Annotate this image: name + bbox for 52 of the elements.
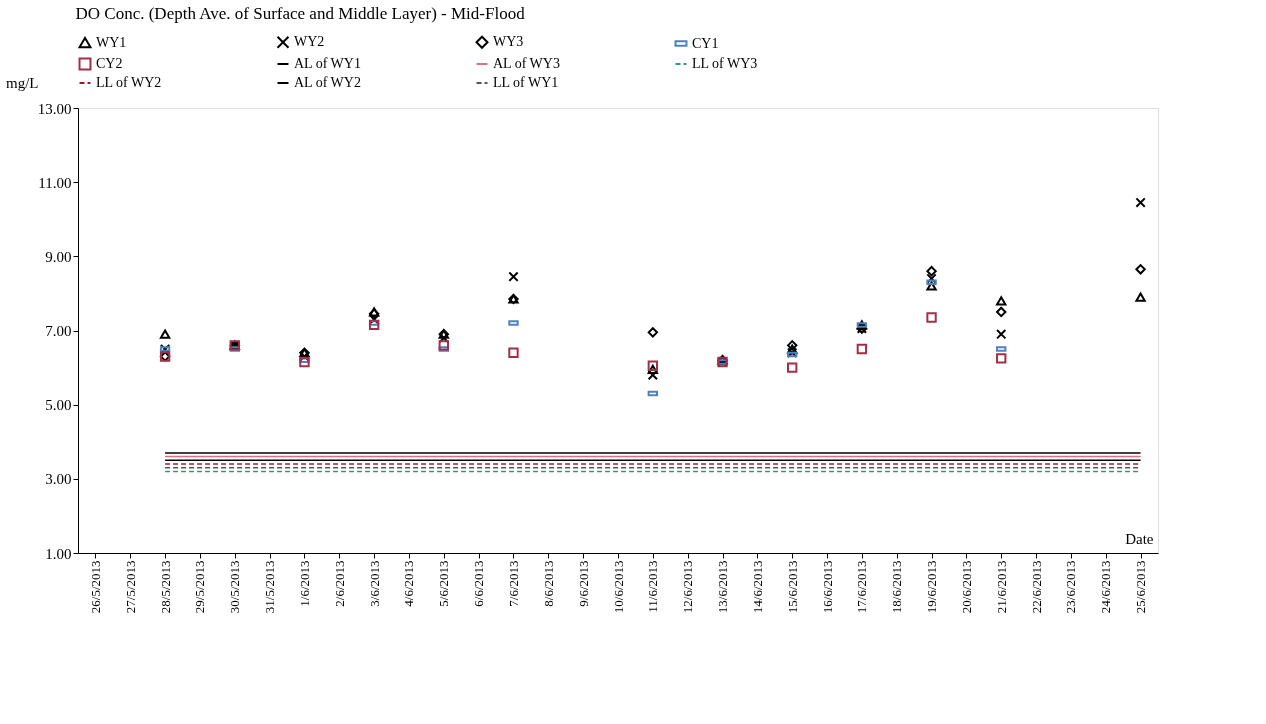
x-tick-label: 2/6/2013 — [331, 560, 347, 607]
x-tick-label: 22/6/2013 — [1028, 560, 1044, 614]
x-axis-title: Date — [1125, 530, 1154, 547]
x-tick-label: 9/6/2013 — [575, 560, 591, 607]
x-tick-label: 16/6/2013 — [819, 560, 835, 614]
y-tick-label: 7.00 — [45, 323, 72, 339]
legend-label: CY2 — [96, 56, 123, 71]
x-tick-label: 23/6/2013 — [1063, 560, 1079, 614]
x-tick-label: 26/5/2013 — [87, 560, 103, 614]
y-tick-label: 5.00 — [45, 397, 72, 414]
x-tick-label: 30/5/2013 — [227, 560, 243, 614]
x-tick-label: 21/6/2013 — [993, 560, 1009, 614]
legend-label: WY2 — [294, 34, 325, 50]
legend-label: WY1 — [96, 34, 127, 50]
legend-label: LL of WY2 — [96, 75, 162, 90]
legend-label: WY3 — [493, 34, 524, 50]
x-tick-label: 15/6/2013 — [784, 560, 800, 614]
x-tick-label: 27/5/2013 — [122, 560, 138, 614]
legend-label: AL of WY1 — [294, 56, 361, 71]
x-tick-label: 19/6/2013 — [924, 560, 940, 614]
x-tick-label: 28/5/2013 — [157, 560, 173, 614]
y-tick-label: 9.00 — [45, 248, 72, 265]
x-tick-label: 7/6/2013 — [505, 560, 521, 607]
x-tick-label: 18/6/2013 — [889, 560, 905, 614]
legend-label: AL of WY3 — [493, 56, 560, 71]
y-tick-label: 13.00 — [37, 100, 72, 117]
y-tick-label: 3.00 — [45, 471, 72, 488]
y-axis-title: mg/L — [6, 74, 39, 91]
x-tick-label: 24/6/2013 — [1098, 560, 1114, 614]
chart-title: DO Conc. (Depth Ave. of Surface and Middle Layer) - Mid-Flood — [75, 4, 526, 23]
x-tick-label: 14/6/2013 — [749, 560, 765, 614]
x-tick-label: 29/5/2013 — [192, 560, 208, 614]
x-tick-label: 20/6/2013 — [958, 560, 974, 614]
legend-label: CY1 — [692, 35, 719, 51]
x-tick-label: 12/6/2013 — [680, 560, 696, 614]
x-tick-label: 4/6/2013 — [401, 560, 417, 607]
y-tick-label: 1.00 — [45, 545, 72, 562]
x-tick-label: 1/6/2013 — [296, 560, 312, 607]
x-tick-label: 8/6/2013 — [540, 560, 556, 607]
x-tick-label: 13/6/2013 — [715, 560, 731, 614]
legend-label: AL of WY2 — [294, 75, 361, 90]
x-tick-label: 11/6/2013 — [645, 560, 661, 613]
x-tick-label: 25/6/2013 — [1133, 560, 1149, 614]
legend-label: LL of WY3 — [692, 56, 758, 71]
legend-label: LL of WY1 — [493, 75, 559, 90]
x-tick-label: 31/5/2013 — [262, 560, 278, 614]
y-tick-label: 11.00 — [38, 174, 72, 191]
x-tick-label: 6/6/2013 — [471, 560, 487, 607]
x-tick-label: 10/6/2013 — [610, 560, 626, 614]
x-tick-label: 17/6/2013 — [854, 560, 870, 614]
x-tick-label: 3/6/2013 — [366, 560, 382, 607]
x-tick-label: 5/6/2013 — [436, 560, 452, 607]
